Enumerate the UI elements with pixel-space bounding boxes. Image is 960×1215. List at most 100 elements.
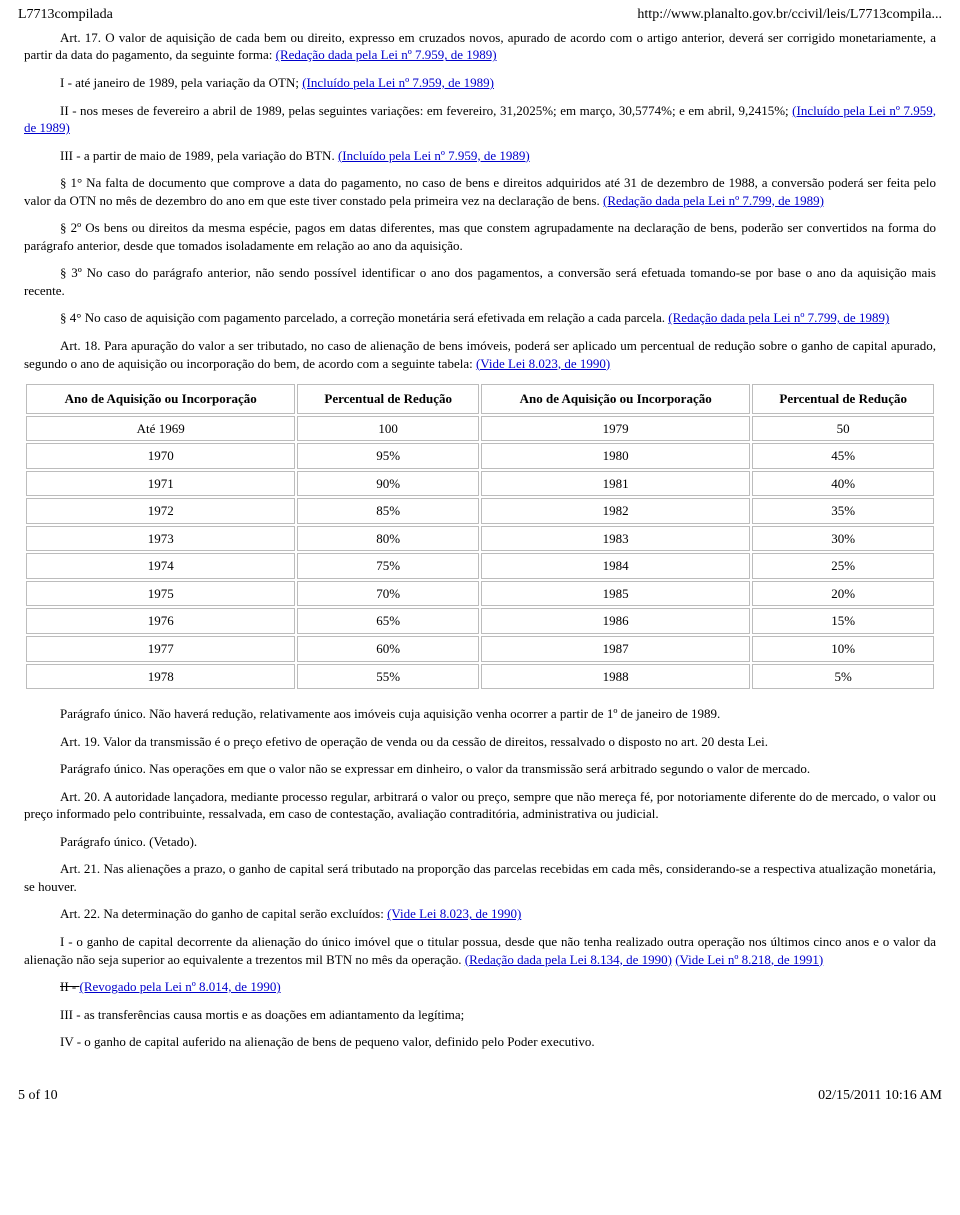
- cell: 40%: [752, 471, 934, 497]
- cell: 35%: [752, 498, 934, 524]
- inc1-text: I - até janeiro de 1989, pela variação d…: [60, 75, 302, 90]
- art22-ref-link[interactable]: (Vide Lei 8.023, de 1990): [387, 906, 521, 921]
- page-header: L7713compilada http://www.planalto.gov.b…: [18, 0, 942, 27]
- cell: 60%: [297, 636, 479, 662]
- cell: 1987: [481, 636, 750, 662]
- art22-text: Art. 22. Na determinação do ganho de cap…: [60, 906, 387, 921]
- cell: 75%: [297, 553, 479, 579]
- s4-text: § 4° No caso de aquisição com pagamento …: [60, 310, 668, 325]
- cell: 1988: [481, 664, 750, 690]
- art-17-ref-link[interactable]: (Redação dada pela Lei nº 7.959, de 1989…: [276, 47, 497, 62]
- cell: 20%: [752, 581, 934, 607]
- cell: 100: [297, 416, 479, 442]
- art-17-s3: § 3º No caso do parágrafo anterior, não …: [24, 264, 936, 299]
- cell: 1970: [26, 443, 295, 469]
- ii22-text: II -: [60, 979, 80, 994]
- cell: 1971: [26, 471, 295, 497]
- i22-ref-link-1[interactable]: (Redação dada pela Lei 8.134, de 1990): [465, 952, 672, 967]
- table-row: 197380%198330%: [26, 526, 934, 552]
- cell: Até 1969: [26, 416, 295, 442]
- cell: 1981: [481, 471, 750, 497]
- cell: 10%: [752, 636, 934, 662]
- i22-ref-link-2[interactable]: (Vide Lei nº 8.218, de 1991): [675, 952, 823, 967]
- inc3-text: III - a partir de maio de 1989, pela var…: [60, 148, 338, 163]
- art-22-inc-3: III - as transferências causa mortis e a…: [24, 1006, 936, 1024]
- art-17: Art. 17. O valor de aquisição de cada be…: [24, 29, 936, 64]
- table-row: 197855%19885%: [26, 664, 934, 690]
- art-17-inc-2: II - nos meses de fevereiro a abril de 1…: [24, 102, 936, 137]
- cell: 5%: [752, 664, 934, 690]
- cell: 50: [752, 416, 934, 442]
- s1-ref-link[interactable]: (Redação dada pela Lei nº 7.799, de 1989…: [603, 193, 824, 208]
- art-19: Art. 19. Valor da transmissão é o preço …: [24, 733, 936, 751]
- inc3-ref-link[interactable]: (Incluído pela Lei nº 7.959, de 1989): [338, 148, 530, 163]
- footer-right: 02/15/2011 10:16 AM: [818, 1087, 942, 1106]
- th-pct-2: Percentual de Redução: [752, 384, 934, 414]
- art-22-inc-2: II - (Revogado pela Lei nº 8.014, de 199…: [24, 978, 936, 996]
- cell: 1976: [26, 608, 295, 634]
- cell: 1972: [26, 498, 295, 524]
- th-pct-1: Percentual de Redução: [297, 384, 479, 414]
- table-row: 197665%198615%: [26, 608, 934, 634]
- footer-left: 5 of 10: [18, 1087, 58, 1106]
- s4-ref-link[interactable]: (Redação dada pela Lei nº 7.799, de 1989…: [668, 310, 889, 325]
- cell: 1986: [481, 608, 750, 634]
- table-header-row: Ano de Aquisição ou Incorporação Percent…: [26, 384, 934, 414]
- cell: 15%: [752, 608, 934, 634]
- cell: 1982: [481, 498, 750, 524]
- cell: 85%: [297, 498, 479, 524]
- art-17-s4: § 4° No caso de aquisição com pagamento …: [24, 309, 936, 327]
- th-year-2: Ano de Aquisição ou Incorporação: [481, 384, 750, 414]
- table-row: Até 1969100197950: [26, 416, 934, 442]
- page-footer: 5 of 10 02/15/2011 10:16 AM: [18, 1061, 942, 1114]
- header-right: http://www.planalto.gov.br/ccivil/leis/L…: [637, 6, 942, 25]
- cell: 25%: [752, 553, 934, 579]
- art-21: Art. 21. Nas alienações a prazo, o ganho…: [24, 860, 936, 895]
- table-row: 197760%198710%: [26, 636, 934, 662]
- art-18-pu: Parágrafo único. Não haverá redução, rel…: [24, 705, 936, 723]
- art-22-inc-1: I - o ganho de capital decorrente da ali…: [24, 933, 936, 968]
- cell: 30%: [752, 526, 934, 552]
- inc1-ref-link[interactable]: (Incluído pela Lei nº 7.959, de 1989): [302, 75, 494, 90]
- art-18: Art. 18. Para apuração do valor a ser tr…: [24, 337, 936, 372]
- cell: 1979: [481, 416, 750, 442]
- inc2-text: II - nos meses de fevereiro a abril de 1…: [60, 103, 792, 118]
- art-17-s2: § 2º Os bens ou direitos da mesma espéci…: [24, 219, 936, 254]
- cell: 1980: [481, 443, 750, 469]
- table-row: 197570%198520%: [26, 581, 934, 607]
- table-row: 197285%198235%: [26, 498, 934, 524]
- art-22-inc-4: IV - o ganho de capital auferido na alie…: [24, 1033, 936, 1051]
- cell: 55%: [297, 664, 479, 690]
- cell: 1978: [26, 664, 295, 690]
- cell: 65%: [297, 608, 479, 634]
- art18-ref-link[interactable]: (Vide Lei 8.023, de 1990): [476, 356, 610, 371]
- art-20: Art. 20. A autoridade lançadora, mediant…: [24, 788, 936, 823]
- cell: 1985: [481, 581, 750, 607]
- cell: 45%: [752, 443, 934, 469]
- art-20-pu: Parágrafo único. (Vetado).: [24, 833, 936, 851]
- header-left: L7713compilada: [18, 6, 113, 25]
- cell: 1974: [26, 553, 295, 579]
- cell: 1983: [481, 526, 750, 552]
- art-19-pu: Parágrafo único. Nas operações em que o …: [24, 760, 936, 778]
- table-row: 197475%198425%: [26, 553, 934, 579]
- cell: 70%: [297, 581, 479, 607]
- table-row: 197095%198045%: [26, 443, 934, 469]
- cell: 1973: [26, 526, 295, 552]
- cell: 1984: [481, 553, 750, 579]
- reduction-table: Ano de Aquisição ou Incorporação Percent…: [24, 382, 936, 691]
- table-row: 197190%198140%: [26, 471, 934, 497]
- cell: 80%: [297, 526, 479, 552]
- art-17-inc-1: I - até janeiro de 1989, pela variação d…: [24, 74, 936, 92]
- art-22: Art. 22. Na determinação do ganho de cap…: [24, 905, 936, 923]
- cell: 1975: [26, 581, 295, 607]
- ii22-ref-link[interactable]: (Revogado pela Lei nº 8.014, de 1990): [80, 979, 281, 994]
- cell: 1977: [26, 636, 295, 662]
- art-17-s1: § 1° Na falta de documento que comprove …: [24, 174, 936, 209]
- art-17-inc-3: III - a partir de maio de 1989, pela var…: [24, 147, 936, 165]
- table-body: Até 1969100197950 197095%198045% 197190%…: [26, 416, 934, 689]
- cell: 90%: [297, 471, 479, 497]
- document-body: Art. 17. O valor de aquisição de cada be…: [18, 27, 942, 1051]
- cell: 95%: [297, 443, 479, 469]
- th-year-1: Ano de Aquisição ou Incorporação: [26, 384, 295, 414]
